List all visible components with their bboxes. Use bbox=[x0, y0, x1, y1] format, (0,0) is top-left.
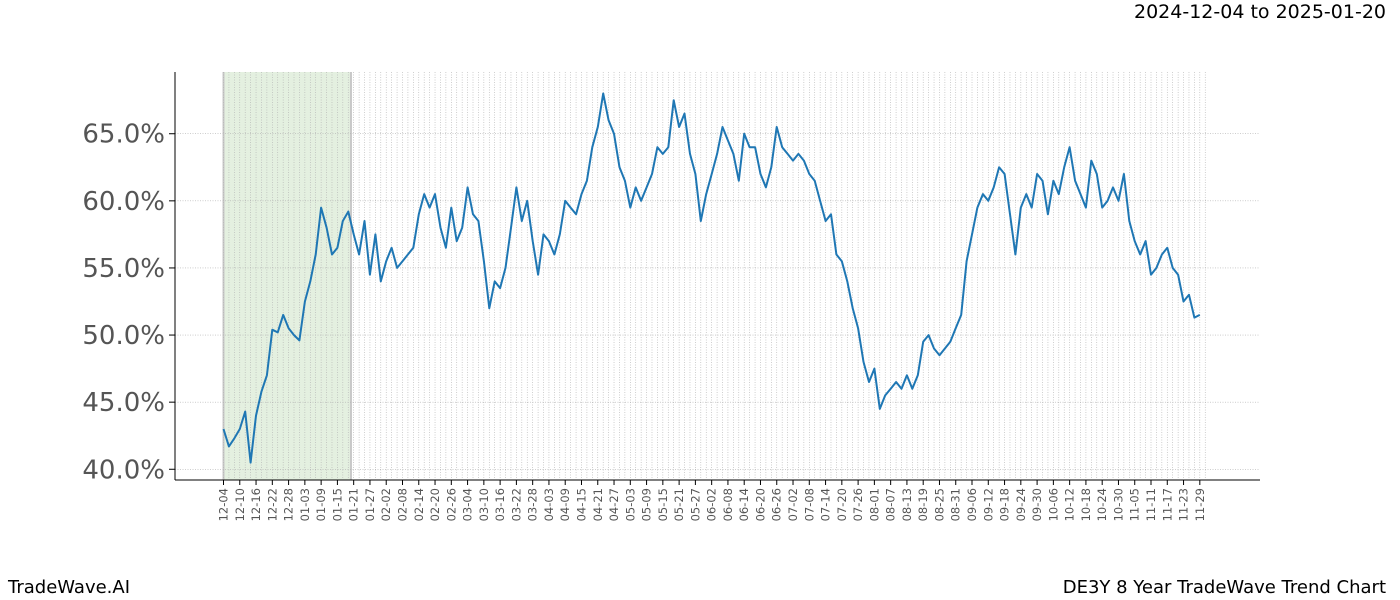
date-range-label: 2024-12-04 to 2025-01-20 bbox=[1134, 1, 1386, 23]
grid-layer bbox=[175, 72, 1260, 480]
ticks-layer: 40.0% 45.0% 50.0% 55.0% 60.0% 65.0% 12-04 12-10… bbox=[82, 120, 1206, 522]
x-tick-label: 03-10 bbox=[477, 488, 491, 521]
x-tick-label: 02-02 bbox=[379, 488, 393, 521]
x-tick-label: 01-21 bbox=[347, 488, 361, 521]
x-tick-label: 08-25 bbox=[932, 488, 946, 521]
x-tick-label: 07-02 bbox=[786, 488, 800, 521]
x-tick-label: 08-31 bbox=[949, 488, 963, 521]
x-tick-label: 09-30 bbox=[1030, 488, 1044, 521]
x-tick-label: 11-11 bbox=[1144, 488, 1158, 521]
x-tick-label: 08-13 bbox=[900, 488, 914, 521]
x-tick-label: 04-21 bbox=[591, 488, 605, 521]
x-tick-label: 05-21 bbox=[672, 488, 686, 521]
x-tick-label: 11-23 bbox=[1177, 488, 1191, 521]
x-tick-label: 03-16 bbox=[493, 488, 507, 521]
x-tick-label: 05-03 bbox=[623, 488, 637, 521]
x-tick-label: 12-10 bbox=[233, 488, 247, 521]
x-tick-label: 09-12 bbox=[981, 488, 995, 521]
x-tick-label: 11-05 bbox=[1128, 488, 1142, 521]
brand-label: TradeWave.AI bbox=[8, 577, 131, 598]
x-tick-label: 12-28 bbox=[282, 488, 296, 521]
y-tick-label: 65.0% bbox=[82, 120, 165, 150]
x-tick-label: 08-07 bbox=[884, 488, 898, 521]
x-tick-label: 12-04 bbox=[217, 488, 231, 521]
series-line bbox=[222, 92, 1201, 464]
y-tick-label: 50.0% bbox=[82, 321, 165, 351]
x-tick-label: 01-09 bbox=[314, 488, 328, 521]
x-tick-label: 12-16 bbox=[249, 488, 263, 521]
x-tick-label: 10-12 bbox=[1063, 488, 1077, 521]
x-tick-label: 04-03 bbox=[542, 488, 556, 521]
x-tick-label: 09-24 bbox=[1014, 488, 1028, 521]
x-tick-label: 06-08 bbox=[721, 488, 735, 521]
x-tick-label: 07-26 bbox=[851, 488, 865, 521]
x-tick-label: 12-22 bbox=[265, 488, 279, 521]
x-tick-label: 08-19 bbox=[916, 488, 930, 521]
y-tick-label: 45.0% bbox=[82, 388, 165, 418]
x-tick-label: 10-30 bbox=[1111, 488, 1125, 521]
series-layer bbox=[222, 92, 1201, 464]
x-tick-label: 07-14 bbox=[819, 488, 833, 521]
x-tick-label: 10-24 bbox=[1095, 488, 1109, 521]
x-tick-label: 02-08 bbox=[395, 488, 409, 521]
x-tick-label: 06-14 bbox=[737, 488, 751, 521]
x-tick-label: 06-02 bbox=[705, 488, 719, 521]
x-tick-label: 03-22 bbox=[509, 488, 523, 521]
axes-layer bbox=[174, 72, 1260, 481]
x-tick-label: 05-27 bbox=[688, 488, 702, 521]
chart-title: DE3Y 8 Year TradeWave Trend Chart bbox=[1062, 577, 1386, 598]
x-tick-label: 05-09 bbox=[640, 488, 654, 521]
x-tick-label: 08-01 bbox=[867, 488, 881, 521]
x-tick-label: 04-15 bbox=[574, 488, 588, 521]
y-tick-label: 60.0% bbox=[82, 187, 165, 217]
y-tick-label: 55.0% bbox=[82, 254, 165, 284]
x-tick-label: 09-18 bbox=[998, 488, 1012, 521]
x-tick-label: 02-14 bbox=[412, 488, 426, 521]
x-tick-label: 10-06 bbox=[1046, 488, 1060, 521]
x-tick-label: 04-27 bbox=[607, 488, 621, 521]
x-tick-label: 01-03 bbox=[298, 488, 312, 521]
x-tick-label: 09-06 bbox=[965, 488, 979, 521]
x-tick-label: 01-15 bbox=[330, 488, 344, 521]
x-tick-label: 11-17 bbox=[1160, 488, 1174, 521]
x-tick-label: 03-04 bbox=[461, 488, 475, 521]
x-tick-label: 02-26 bbox=[444, 488, 458, 521]
x-tick-label: 02-20 bbox=[428, 488, 442, 521]
x-tick-label: 03-28 bbox=[526, 488, 540, 521]
x-tick-label: 06-26 bbox=[770, 488, 784, 521]
x-tick-label: 07-20 bbox=[835, 488, 849, 521]
x-tick-label: 11-29 bbox=[1193, 488, 1207, 521]
x-tick-label: 04-09 bbox=[558, 488, 572, 521]
x-tick-label: 10-18 bbox=[1079, 488, 1093, 521]
x-tick-label: 05-15 bbox=[656, 488, 670, 521]
y-tick-label: 40.0% bbox=[82, 455, 165, 485]
x-tick-label: 07-08 bbox=[802, 488, 816, 521]
x-tick-label: 06-20 bbox=[753, 488, 767, 521]
x-tick-label: 01-27 bbox=[363, 488, 377, 521]
